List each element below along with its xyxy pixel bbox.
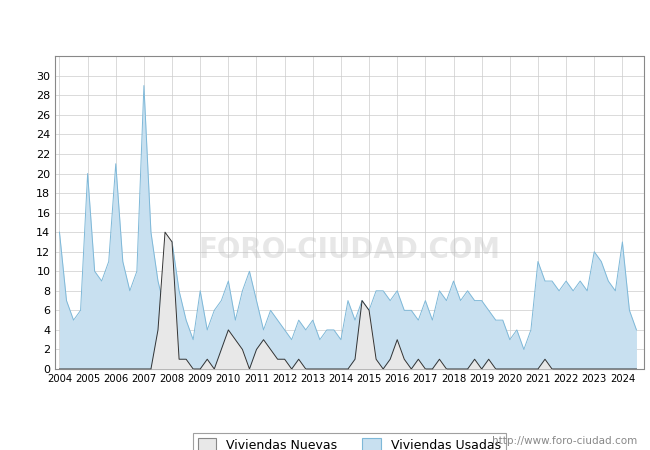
Text: http://www.foro-ciudad.com: http://www.foro-ciudad.com [492,436,637,446]
Legend: Viviendas Nuevas, Viviendas Usadas: Viviendas Nuevas, Viviendas Usadas [192,433,506,450]
Text: FORO-CIUDAD.COM: FORO-CIUDAD.COM [198,236,500,264]
Text: Sahagún - Evolucion del Nº de Transacciones Inmobiliarias: Sahagún - Evolucion del Nº de Transaccio… [111,15,540,31]
